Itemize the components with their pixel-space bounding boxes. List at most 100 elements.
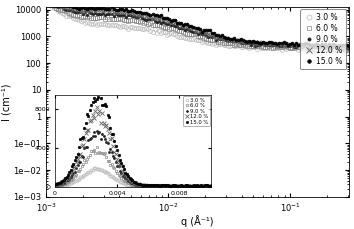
9.0 %: [145, 184, 149, 187]
15.0 %: [158, 184, 162, 187]
3.0 %: [88, 171, 92, 173]
15.0 %: [255, 40, 259, 43]
3.0 %: [216, 185, 221, 188]
9.0 %: [183, 185, 188, 187]
6.0 %: [205, 185, 210, 188]
15.0 %: [349, 44, 353, 47]
6.0 %: [144, 21, 148, 24]
6.0 %: [216, 185, 221, 188]
3.0 %: [53, 185, 58, 188]
3.0 %: [213, 185, 218, 188]
Line: 6.0 %: 6.0 %: [44, 0, 353, 52]
3.0 %: [92, 167, 96, 169]
15.0 %: [216, 34, 220, 37]
15.0 %: [144, 12, 148, 14]
12.0 %: [183, 184, 188, 187]
6.0 %: [165, 26, 169, 29]
6.0 %: [88, 153, 92, 156]
15.0 %: [88, 108, 92, 111]
12.0 %: [206, 32, 210, 35]
3.0 %: [341, 50, 345, 53]
12.0 %: [88, 119, 92, 122]
12.0 %: [53, 183, 58, 186]
15.0 %: [97, 85, 102, 88]
3.0 %: [296, 49, 300, 52]
6.0 %: [345, 49, 349, 52]
15.0 %: [165, 16, 169, 19]
3.0 %: [44, 0, 48, 3]
12.0 %: [341, 46, 345, 49]
Line: 9.0 %: 9.0 %: [44, 0, 354, 51]
3.0 %: [255, 47, 259, 50]
15.0 %: [216, 184, 221, 187]
6.0 %: [53, 184, 58, 187]
3.0 %: [145, 185, 149, 188]
Line: 12.0 %: 12.0 %: [54, 106, 220, 188]
6.0 %: [349, 48, 353, 51]
Line: 3.0 %: 3.0 %: [44, 0, 353, 54]
X-axis label: q (Å⁻¹): q (Å⁻¹): [181, 215, 213, 227]
9.0 %: [216, 185, 221, 187]
Legend: 3.0 %, 6.0 %, 9.0 %, 12.0 %, 15.0 %: 3.0 %, 6.0 %, 9.0 %, 12.0 %, 15.0 %: [300, 9, 347, 69]
Line: 3.0 %: 3.0 %: [54, 166, 220, 188]
9.0 %: [95, 129, 99, 132]
3.0 %: [185, 185, 189, 188]
9.0 %: [204, 34, 208, 36]
6.0 %: [216, 41, 220, 43]
Line: 12.0 %: 12.0 %: [44, 0, 353, 49]
12.0 %: [167, 184, 171, 187]
6.0 %: [145, 185, 149, 188]
6.0 %: [255, 44, 259, 47]
6.0 %: [167, 185, 171, 188]
Line: 15.0 %: 15.0 %: [53, 84, 221, 188]
12.0 %: [213, 184, 218, 187]
6.0 %: [183, 185, 188, 188]
12.0 %: [298, 44, 302, 46]
15.0 %: [204, 28, 208, 31]
6.0 %: [213, 185, 218, 188]
Line: 9.0 %: 9.0 %: [53, 129, 221, 188]
15.0 %: [53, 183, 58, 186]
3.0 %: [349, 49, 353, 52]
3.0 %: [169, 185, 173, 188]
12.0 %: [167, 19, 171, 22]
3.0 %: [99, 168, 103, 171]
6.0 %: [99, 152, 103, 155]
12.0 %: [146, 14, 150, 17]
12.0 %: [216, 184, 221, 187]
3.0 %: [204, 40, 208, 43]
15.0 %: [185, 184, 189, 187]
3.0 %: [216, 43, 220, 45]
9.0 %: [53, 184, 58, 187]
9.0 %: [255, 44, 259, 46]
15.0 %: [296, 43, 300, 46]
6.0 %: [296, 45, 300, 48]
9.0 %: [296, 44, 300, 46]
Y-axis label: I (cm⁻¹): I (cm⁻¹): [2, 83, 12, 121]
9.0 %: [213, 185, 218, 187]
15.0 %: [99, 97, 103, 100]
Line: 15.0 %: 15.0 %: [43, 0, 354, 49]
9.0 %: [349, 47, 353, 50]
15.0 %: [169, 184, 173, 187]
3.0 %: [144, 27, 148, 30]
6.0 %: [204, 38, 208, 41]
15.0 %: [145, 184, 149, 187]
12.0 %: [95, 106, 99, 109]
6.0 %: [95, 146, 99, 148]
9.0 %: [165, 23, 169, 25]
3.0 %: [167, 185, 171, 188]
9.0 %: [216, 36, 220, 39]
Legend: 3.0 %, 6.0 %, 9.0 %, 12.0 %, 15.0 %: 3.0 %, 6.0 %, 9.0 %, 12.0 %, 15.0 %: [183, 96, 210, 126]
9.0 %: [144, 18, 148, 21]
12.0 %: [145, 184, 149, 187]
12.0 %: [257, 41, 261, 44]
9.0 %: [193, 185, 197, 187]
9.0 %: [341, 48, 345, 50]
6.0 %: [44, 0, 48, 2]
12.0 %: [218, 37, 222, 39]
15.0 %: [213, 184, 218, 187]
9.0 %: [88, 138, 92, 140]
12.0 %: [208, 184, 212, 187]
Line: 6.0 %: 6.0 %: [54, 146, 220, 188]
